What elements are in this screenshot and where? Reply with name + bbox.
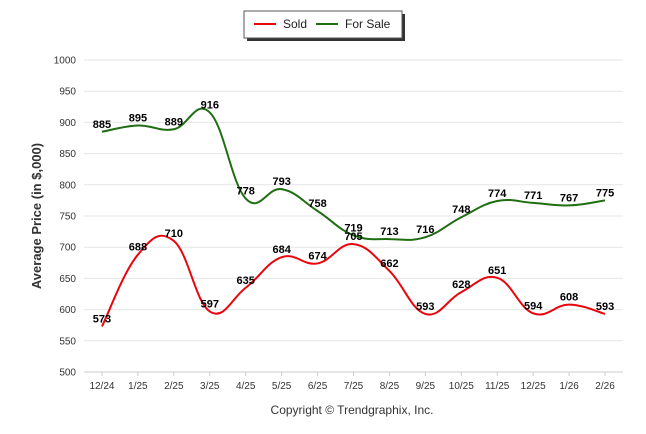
data-label-sold: 593	[416, 301, 434, 313]
data-label-sold: 674	[308, 250, 327, 262]
x-tick-label: 12/24	[89, 381, 114, 392]
data-label-for-sale: 713	[380, 226, 398, 238]
data-label-sold: 597	[201, 298, 219, 310]
x-tick-label: 10/25	[449, 381, 474, 392]
y-tick-label: 650	[59, 274, 76, 285]
y-tick-label: 900	[59, 118, 76, 129]
data-label-sold: 628	[452, 279, 470, 291]
legend: Sold For Sale	[243, 10, 405, 41]
data-label-sold: 710	[165, 228, 183, 240]
legend-label-for-sale[interactable]: For Sale	[345, 17, 391, 31]
series-line-sold	[101, 234, 606, 327]
data-label-sold: 635	[237, 275, 255, 287]
copyright-text: Copyright © Trendgraphix, Inc.	[271, 403, 434, 417]
y-tick-label: 750	[59, 212, 76, 223]
data-label-for-sale: 889	[165, 116, 183, 128]
data-label-sold: 688	[129, 242, 147, 254]
data-label-for-sale: 771	[524, 190, 542, 202]
data-label-for-sale: 793	[272, 176, 290, 188]
x-tick-label: 5/25	[272, 381, 292, 392]
y-tick-label: 950	[59, 87, 76, 98]
data-label-sold: 608	[560, 292, 578, 304]
data-label-sold: 594	[524, 300, 543, 312]
y-tick-label: 700	[59, 243, 76, 254]
data-label-for-sale: 719	[344, 222, 362, 234]
y-tick-label: 550	[59, 336, 76, 347]
data-label-for-sale: 895	[129, 113, 147, 125]
series-line-for-sale	[101, 107, 606, 241]
data-label-for-sale: 767	[560, 192, 578, 204]
data-label-sold: 593	[596, 301, 614, 313]
data-label-sold: 651	[488, 265, 506, 277]
y-tick-label: 1000	[54, 56, 77, 67]
x-tick-label: 2/26	[595, 381, 615, 392]
data-label-for-sale: 885	[93, 119, 111, 131]
data-label-sold: 662	[380, 258, 398, 270]
x-tick-label: 4/25	[236, 381, 256, 392]
x-tick-label: 11/25	[485, 381, 510, 392]
x-tick-label: 1/26	[559, 381, 579, 392]
legend-label-sold[interactable]: Sold	[283, 17, 307, 31]
data-label-sold: 684	[272, 244, 291, 256]
data-label-for-sale: 916	[201, 99, 219, 111]
x-tick-label: 12/25	[521, 381, 546, 392]
y-tick-label: 600	[59, 305, 76, 316]
y-tick-label: 500	[59, 368, 76, 379]
y-tick-label: 800	[59, 180, 76, 191]
x-tick-label: 3/25	[200, 381, 220, 392]
data-label-sold: 705	[344, 231, 362, 243]
x-tick-label: 8/25	[380, 381, 400, 392]
data-label-sold: 573	[93, 313, 111, 325]
grid-lines	[84, 59, 623, 373]
data-label-for-sale: 775	[596, 187, 614, 199]
data-label-for-sale: 758	[308, 198, 326, 210]
x-tick-label: 6/25	[308, 381, 328, 392]
data-label-for-sale: 774	[488, 188, 507, 200]
data-label-for-sale: 748	[452, 204, 470, 216]
x-axis-ticks: 12/24 1/25 2/25 3/25 4/25 5/25 6/25 7/25 8/25 9/2…	[89, 372, 615, 392]
y-axis-label: Average Price (in $,000)	[29, 143, 44, 289]
y-tick-label: 850	[59, 149, 76, 160]
x-tick-label: 7/25	[344, 381, 364, 392]
data-label-for-sale: 716	[416, 224, 434, 236]
x-tick-label: 1/25	[128, 381, 148, 392]
x-tick-label: 2/25	[164, 381, 184, 392]
x-tick-label: 9/25	[416, 381, 436, 392]
series-lines	[101, 107, 606, 327]
data-labels: 573 688 710 597 635 684 674 705 662 593 628 651 594 6…	[93, 99, 614, 325]
data-label-for-sale: 778	[237, 186, 255, 198]
y-axis-ticks: 500 550 600 650 700 750 800 850 900 950 1000	[54, 56, 77, 379]
